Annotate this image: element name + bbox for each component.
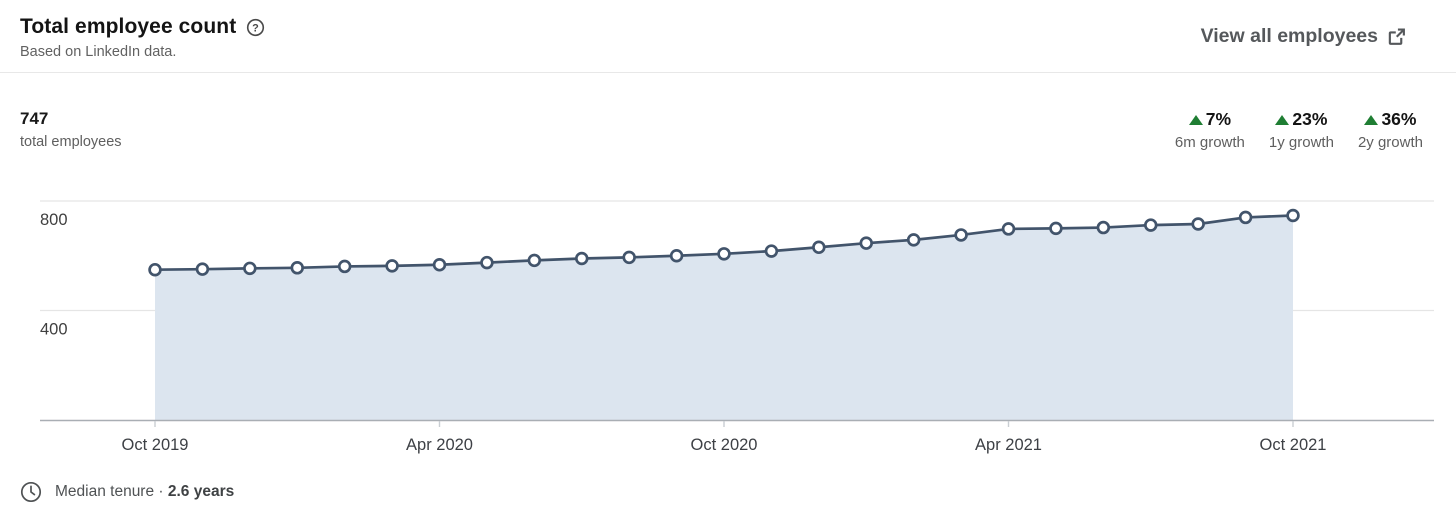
median-tenure-value: 2.6 years [167,483,235,500]
data-point-marker[interactable] [812,240,826,255]
growth-label-2y: 2y growth [1357,134,1423,151]
data-point-marker[interactable] [1238,210,1253,225]
svg-text:?: ? [252,22,259,34]
area-fill [155,215,1293,420]
card-header: Total employee count ? Based on LinkedIn… [0,0,1456,60]
stats-row: 747 total employees 7% 6m growth 23% 1y … [0,73,1456,156]
data-point-marker[interactable] [480,255,494,270]
median-tenure-text: Median tenure · 2.6 years [55,483,234,501]
data-point-marker[interactable] [954,228,968,242]
growth-value-2y: 36% [1381,109,1417,129]
growth-label-1y: 1y growth [1268,134,1334,151]
header-left: Total employee count ? Based on LinkedIn… [20,15,265,60]
data-point-marker[interactable] [195,262,210,276]
external-link-icon [1388,28,1405,45]
total-employees-value: 747 [20,109,49,128]
y-axis-label: 800 [40,211,68,229]
growth-stat-1y: 23% 1y growth [1269,108,1334,156]
x-axis-label: Oct 2019 [122,436,189,454]
data-point-marker[interactable] [243,261,257,276]
data-point-marker[interactable] [432,258,447,272]
growth-label-6m: 6m growth [1174,134,1245,151]
help-icon[interactable]: ? [246,18,265,37]
x-axis-label: Oct 2021 [1260,436,1327,454]
data-point-marker[interactable] [906,233,921,247]
data-point-marker[interactable] [1001,222,1016,236]
data-point-marker[interactable] [337,259,352,274]
view-all-label: View all employees [1200,25,1378,47]
y-axis-label: 400 [40,321,68,339]
data-point-marker[interactable] [290,261,305,275]
data-point-marker[interactable] [859,236,873,250]
x-axis-label: Oct 2020 [691,436,758,454]
view-all-employees-link[interactable]: View all employees [1201,25,1406,48]
data-point-marker[interactable] [148,262,162,277]
x-axis-label: Apr 2021 [975,436,1042,454]
data-point-marker[interactable] [1286,208,1300,223]
growth-up-icon [1188,114,1203,125]
growth-up-icon [1364,114,1379,125]
data-point-marker[interactable] [574,251,589,266]
growth-value-6m: 7% [1205,109,1232,129]
growth-up-icon [1275,114,1290,125]
data-point-marker[interactable] [669,248,684,263]
page-title: Total employee count [20,15,237,38]
median-tenure-label: Median tenure · [55,483,164,500]
data-point-marker[interactable] [622,250,636,265]
data-point-marker[interactable] [527,253,542,268]
total-employees-block: 747 total employees [20,108,122,154]
median-tenure-row: Median tenure · 2.6 years [0,478,1456,506]
data-point-marker[interactable] [764,244,779,258]
data-source-subtitle: Based on LinkedIn data. [20,44,177,60]
data-point-marker[interactable] [1049,221,1063,236]
header-divider [0,72,1456,73]
data-point-marker[interactable] [717,247,731,261]
growth-value-1y: 23% [1292,109,1328,129]
employee-chart: Oct 2019 Apr 2020 Oct 2020 Apr 2021 Oct 2021… [40,200,1434,454]
data-point-marker[interactable] [1143,218,1158,232]
data-point-marker[interactable] [1191,217,1205,231]
clock-icon [20,481,42,503]
data-point-marker[interactable] [385,259,399,273]
growth-stat-6m: 7% 6m growth [1175,108,1245,156]
total-employees-label: total employees [20,134,122,150]
data-point-marker[interactable] [1096,220,1111,235]
growth-stats: 7% 6m growth 23% 1y growth 36% 2y growth [1175,108,1423,156]
x-axis-label: Apr 2020 [406,436,473,454]
growth-stat-2y: 36% 2y growth [1358,108,1423,156]
